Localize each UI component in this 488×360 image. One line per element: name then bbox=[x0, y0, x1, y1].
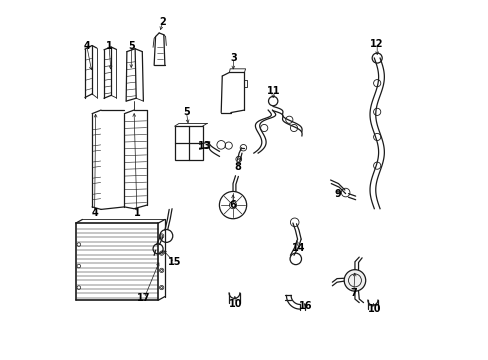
Bar bbox=[174, 126, 202, 160]
Text: 4: 4 bbox=[91, 208, 98, 218]
Text: 7: 7 bbox=[350, 288, 357, 298]
Circle shape bbox=[344, 270, 365, 291]
Text: 16: 16 bbox=[299, 301, 312, 311]
Text: 6: 6 bbox=[229, 200, 236, 210]
Text: 3: 3 bbox=[230, 53, 237, 63]
Text: 10: 10 bbox=[228, 299, 242, 309]
Text: 1: 1 bbox=[105, 41, 112, 50]
Text: 2: 2 bbox=[159, 17, 166, 27]
Text: 5: 5 bbox=[128, 41, 135, 50]
Text: 15: 15 bbox=[167, 257, 181, 267]
Text: 10: 10 bbox=[367, 304, 380, 314]
Text: 9: 9 bbox=[334, 189, 341, 199]
Text: 12: 12 bbox=[370, 40, 383, 49]
Text: 11: 11 bbox=[266, 86, 279, 96]
Text: 14: 14 bbox=[291, 243, 305, 253]
Text: 17: 17 bbox=[137, 293, 150, 303]
Text: 1: 1 bbox=[133, 208, 140, 218]
Text: 8: 8 bbox=[233, 162, 240, 172]
Text: 4: 4 bbox=[83, 41, 90, 50]
Text: 13: 13 bbox=[198, 141, 211, 151]
Text: 5: 5 bbox=[183, 107, 189, 117]
